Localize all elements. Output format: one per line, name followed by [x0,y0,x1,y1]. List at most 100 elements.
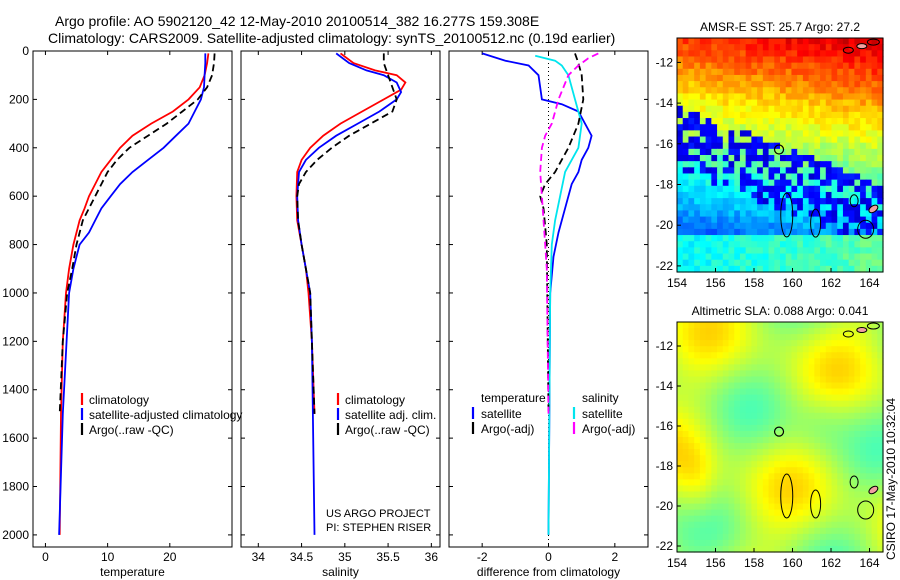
map-cell [808,437,815,444]
map-cell [745,509,752,517]
map-cell [694,130,701,138]
map-cell [791,210,798,218]
map-cell [762,449,770,456]
map-cell [688,491,695,499]
map-cell [820,352,827,359]
map-cell [762,191,770,199]
map-cell [722,382,730,390]
map-cell [831,467,838,474]
map-cell [722,173,730,181]
map-cell [871,334,878,341]
map-cell [837,185,844,193]
map-cell [785,352,793,359]
map-cell [745,68,752,76]
map-cell [705,515,712,523]
map-cell [677,185,684,193]
map-cell [820,455,827,462]
map-cell [682,265,690,273]
map-cell [831,334,838,341]
map-cell [814,370,821,378]
map-cell [791,358,798,365]
map-cell [677,161,684,168]
map-cell [820,503,827,511]
map-cell [785,400,793,408]
map-cell [871,56,878,64]
map-cell [734,370,741,378]
map-cell [762,497,770,505]
map-cell [814,497,821,505]
map-cell [722,400,730,408]
map-cell [848,173,855,181]
map-cell [877,68,884,76]
map-cell [780,173,787,181]
map-cell [831,479,838,487]
map-cell [820,167,827,175]
map-cell [745,455,752,462]
map-cell [699,105,707,113]
map-cell [848,185,855,193]
map-cell [739,455,747,462]
map-cell [877,179,884,187]
map-cell [694,228,701,236]
map-cell [717,491,724,499]
map-cell [825,118,833,125]
map-cell [717,430,724,438]
map-cell [682,118,690,125]
map-cell [871,179,878,187]
map-cell [762,443,770,450]
map-cell [797,235,804,242]
legend-label: Argo(-adj) [481,422,534,436]
map-cell [842,503,850,511]
map-cell [722,118,730,125]
map-cell [728,142,735,150]
map-cell [751,111,758,119]
map-cell [854,376,861,384]
map-cell [802,473,810,480]
map-cell [785,412,793,420]
map-cell [877,533,884,541]
map-cell [842,74,850,82]
map-cell [711,173,718,181]
map-cell [791,38,798,45]
map-cell [854,491,861,499]
map-cell [814,449,821,456]
map-cell [705,62,712,70]
map-cell [739,105,747,113]
map-cell [837,400,844,408]
map-cell [774,328,781,335]
map-cell [699,443,707,450]
map-cell [768,253,775,261]
map-cell [711,210,718,218]
map-cell [837,443,844,450]
map-cell [757,334,764,341]
map-cell [791,443,798,450]
map-cell [780,44,787,51]
map-cell [831,527,838,535]
map-cell [871,62,878,70]
map-cell [802,406,810,414]
y-tick-label: -16 [656,137,674,151]
map-cell [820,111,827,119]
map-cell [682,406,690,414]
map-cell [797,334,804,341]
map-cell [694,467,701,474]
map-cell [865,38,873,45]
map-cell [854,50,861,58]
map-cell [837,87,844,95]
map-cell [699,449,707,456]
map-cell [734,259,741,267]
map-cell [699,521,707,529]
map-cell [705,68,712,76]
map-cell [734,533,741,541]
map-cell [739,497,747,505]
map-cell [860,394,867,402]
map-cell [722,265,730,273]
map-cell [699,142,707,150]
map-cell [745,105,752,113]
map-cell [734,148,741,156]
map-cell [825,485,833,493]
map-cell [842,515,850,523]
map-cell [699,545,707,553]
map-cell [825,241,833,248]
map-cell [739,461,747,468]
